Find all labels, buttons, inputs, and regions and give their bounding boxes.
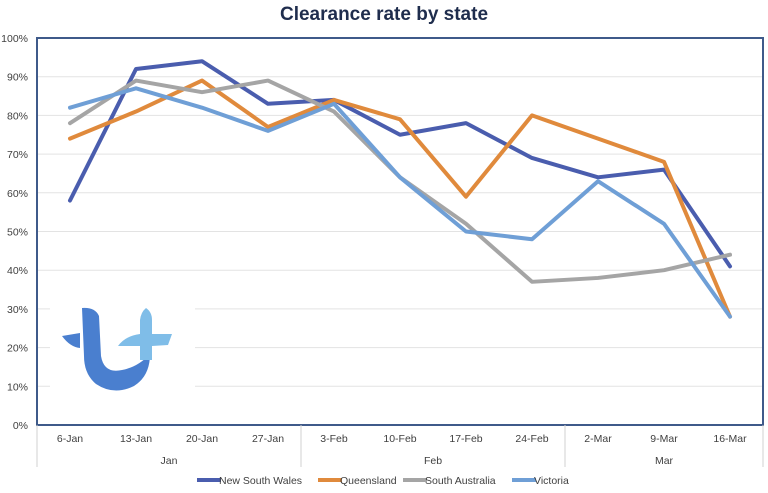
- y-tick-label: 0%: [13, 420, 28, 432]
- x-tick-label: 10-Feb: [383, 433, 416, 445]
- series-line: [68, 78, 732, 319]
- x-tick-label: 6-Jan: [57, 433, 83, 445]
- y-tick-label: 70%: [7, 149, 28, 161]
- y-tick-label: 80%: [7, 110, 28, 122]
- series-line: [68, 86, 732, 319]
- x-tick-label: 24-Feb: [515, 433, 548, 445]
- legend-label: South Australia: [425, 475, 496, 487]
- x-tick-label: 17-Feb: [449, 433, 482, 445]
- y-tick-label: 50%: [7, 227, 28, 239]
- tt-logo-icon: [50, 298, 195, 403]
- y-tick-label: 60%: [7, 188, 28, 200]
- y-tick-label: 100%: [1, 33, 28, 45]
- y-tick-label: 10%: [7, 381, 28, 393]
- y-tick-label: 20%: [7, 343, 28, 355]
- x-tick-label: 20-Jan: [186, 433, 218, 445]
- legend: New South Wales Queensland South Australia…: [197, 475, 569, 487]
- series-lines: [68, 59, 732, 319]
- plot-frame: [36, 37, 764, 426]
- plot-border: [36, 37, 764, 426]
- x-tick-label: 27-Jan: [252, 433, 284, 445]
- month-label: Mar: [655, 455, 674, 467]
- y-axis-ticks: 0% 10% 20% 30% 40% 50% 60% 70% 80% 90% 100%: [1, 33, 28, 432]
- chart-title: Clearance rate by state: [279, 4, 489, 25]
- y-tick-label: 90%: [7, 72, 28, 84]
- x-tick-label: 16-Mar: [713, 433, 747, 445]
- x-tick-label: 9-Mar: [650, 433, 678, 445]
- legend-label: New South Wales: [219, 475, 302, 487]
- legend-label: Victoria: [534, 475, 569, 487]
- y-tick-label: 30%: [7, 304, 28, 316]
- x-tick-label: 2-Mar: [584, 433, 612, 445]
- x-axis-month-groups: Jan Feb Mar: [36, 425, 764, 467]
- month-label: Jan: [161, 455, 178, 467]
- series-line: [68, 59, 732, 269]
- x-tick-label: 13-Jan: [120, 433, 152, 445]
- series-line: [68, 78, 732, 284]
- x-tick-label: 3-Feb: [320, 433, 348, 445]
- x-axis-ticks: 6-Jan 13-Jan 20-Jan 27-Jan 3-Feb 10-Feb 17-Feb…: [57, 433, 747, 445]
- legend-label: Queensland: [340, 475, 397, 487]
- y-tick-label: 40%: [7, 265, 28, 277]
- month-label: Feb: [424, 455, 442, 467]
